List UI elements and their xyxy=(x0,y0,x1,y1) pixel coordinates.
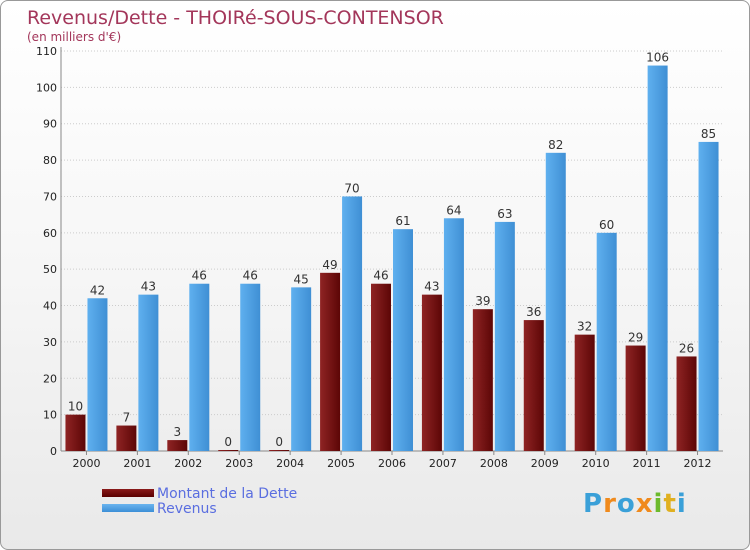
y-tick-label-30: 30 xyxy=(43,336,57,349)
x-tick-label-2002: 2002 xyxy=(174,457,202,470)
x-tick-label-2005: 2005 xyxy=(327,457,355,470)
data-label-revenus-2005: 70 xyxy=(344,181,359,195)
logo-letter-6: i xyxy=(676,489,687,519)
data-label-dette-2003: 0 xyxy=(224,435,232,449)
bar-dette-2003 xyxy=(218,450,239,451)
bar-revenus-2008 xyxy=(494,221,515,451)
logo-letter-1: r xyxy=(603,489,617,519)
y-tick-label-70: 70 xyxy=(43,190,57,203)
data-label-revenus-2007: 64 xyxy=(446,203,461,217)
bar-dette-2002 xyxy=(167,440,188,451)
bar-dette-2006 xyxy=(371,283,391,451)
chart-subtitle: (en milliers d'€) xyxy=(27,30,122,44)
x-tick-label-2003: 2003 xyxy=(225,457,253,470)
logo-letter-2: o xyxy=(616,489,636,519)
logo-letter-4: i xyxy=(653,489,664,519)
x-tick-label-2012: 2012 xyxy=(684,457,712,470)
x-tick-label-2000: 2000 xyxy=(72,457,100,470)
data-label-revenus-2003: 46 xyxy=(243,269,258,283)
data-label-dette-2005: 49 xyxy=(322,258,337,272)
y-tick-label-0: 0 xyxy=(50,445,57,458)
y-tick-label-10: 10 xyxy=(43,409,57,422)
data-label-revenus-2001: 43 xyxy=(141,280,156,294)
bar-revenus-2005 xyxy=(342,196,363,451)
logo-letter-3: x xyxy=(635,489,654,519)
y-tick-label-50: 50 xyxy=(43,263,57,276)
bar-revenus-2000 xyxy=(87,298,108,451)
data-label-revenus-2010: 60 xyxy=(599,218,614,232)
bar-dette-2007 xyxy=(421,294,442,451)
x-tick-label-2010: 2010 xyxy=(582,457,610,470)
x-tick-label-2001: 2001 xyxy=(123,457,151,470)
bar-dette-2008 xyxy=(472,309,493,451)
x-tick-label-2008: 2008 xyxy=(480,457,508,470)
bar-dette-2000 xyxy=(65,414,86,451)
bar-dette-2001 xyxy=(116,425,137,451)
legend-label-revenus: Revenus xyxy=(157,501,217,517)
data-label-revenus-2002: 46 xyxy=(192,269,207,283)
y-tick-label-110: 110 xyxy=(36,45,57,58)
data-label-dette-2007: 43 xyxy=(424,280,439,294)
legend-swatch-dette xyxy=(102,489,154,497)
data-label-dette-2008: 39 xyxy=(475,294,490,308)
bar-revenus-2007 xyxy=(443,218,464,451)
bar-revenus-2006 xyxy=(393,229,413,451)
data-label-dette-2012: 26 xyxy=(679,341,694,355)
y-tick-label-100: 100 xyxy=(36,81,57,94)
bar-dette-2010 xyxy=(574,334,595,451)
bar-revenus-2002 xyxy=(189,283,210,451)
data-label-dette-2010: 32 xyxy=(577,320,592,334)
x-tick-label-2007: 2007 xyxy=(429,457,457,470)
data-label-dette-2009: 36 xyxy=(526,305,541,319)
bar-revenus-2004 xyxy=(291,287,312,451)
bar-dette-2009 xyxy=(523,320,544,451)
bar-revenus-2001 xyxy=(138,294,159,451)
x-tick-label-2006: 2006 xyxy=(378,457,406,470)
y-tick-label-40: 40 xyxy=(43,300,57,313)
y-tick-label-60: 60 xyxy=(43,227,57,240)
data-label-revenus-2008: 63 xyxy=(497,207,512,221)
data-label-revenus-2009: 82 xyxy=(548,138,563,152)
data-label-revenus-2000: 42 xyxy=(90,283,105,297)
data-label-dette-2011: 29 xyxy=(628,331,643,345)
data-label-dette-2006: 46 xyxy=(373,269,388,283)
data-label-dette-2001: 7 xyxy=(123,411,131,425)
data-label-dette-2002: 3 xyxy=(173,425,181,439)
data-label-revenus-2004: 45 xyxy=(294,272,309,286)
bar-revenus-2011 xyxy=(647,65,668,451)
legend-label-dette: Montant de la Dette xyxy=(157,486,298,502)
x-tick-label-2004: 2004 xyxy=(276,457,304,470)
data-label-revenus-2012: 85 xyxy=(701,127,716,141)
logo-letter-5: t xyxy=(663,489,677,519)
bar-revenus-2009 xyxy=(545,152,566,451)
data-label-dette-2000: 10 xyxy=(68,400,83,414)
data-label-revenus-2011: 106 xyxy=(646,51,669,65)
bar-revenus-2010 xyxy=(596,232,617,451)
bar-dette-2004 xyxy=(269,450,290,451)
x-tick-label-2011: 2011 xyxy=(633,457,661,470)
y-tick-label-90: 90 xyxy=(43,118,57,131)
logo-letter-0: P xyxy=(583,489,604,519)
chart-title: Revenus/Dette - THOIRé-SOUS-CONTENSOR xyxy=(27,7,444,29)
bar-dette-2005 xyxy=(320,272,341,451)
y-tick-label-20: 20 xyxy=(43,372,57,385)
data-label-revenus-2006: 61 xyxy=(395,214,410,228)
x-tick-label-2009: 2009 xyxy=(531,457,559,470)
bar-revenus-2003 xyxy=(240,283,261,451)
legend-swatch-revenus xyxy=(102,504,154,512)
bar-dette-2012 xyxy=(676,356,697,451)
bar-dette-2011 xyxy=(625,345,646,451)
y-tick-label-80: 80 xyxy=(43,154,57,167)
bar-revenus-2012 xyxy=(698,141,719,451)
proxiti-logo: Proxiti xyxy=(583,489,687,519)
data-label-dette-2004: 0 xyxy=(275,435,283,449)
